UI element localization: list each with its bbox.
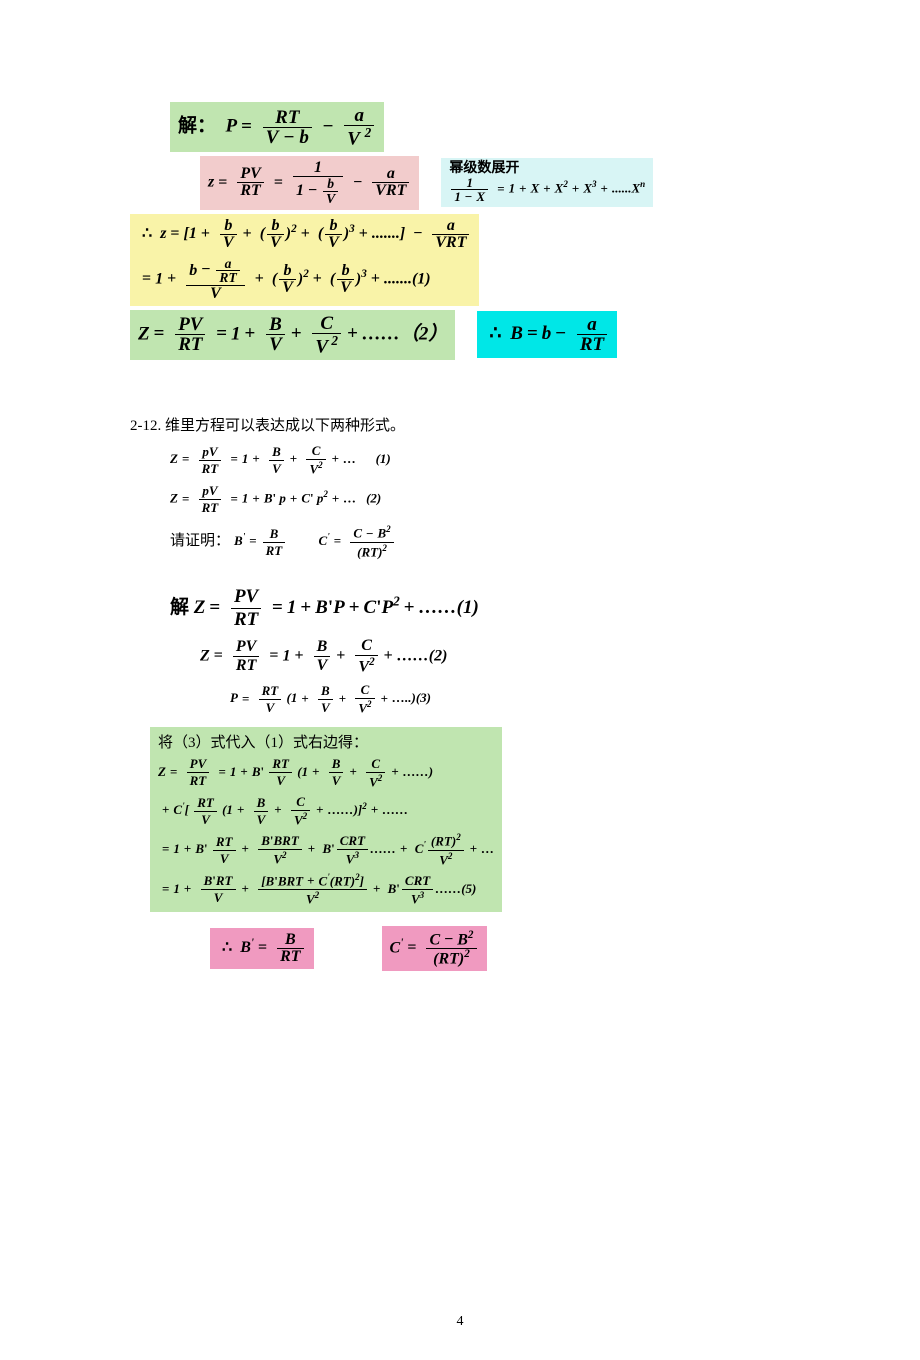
page: 解： P= RTV − b − aV 2 z= PVRT = 1 1−bV − …: [0, 0, 920, 1360]
var-P: P: [226, 116, 238, 137]
result-Cprime: C'= C−B2(RT)2: [382, 926, 487, 972]
eq-form2: Z= pVRT =1+B' p+C' p2+… (2): [170, 483, 790, 516]
problem-header: 2-12. 维里方程可以表达成以下两种形式。: [130, 414, 790, 435]
solve2-label: 解: [170, 597, 189, 618]
sol-eq2: Z= PVRT =1+ BV+ CV2+……(2): [200, 637, 790, 676]
row-z-and-series: z= PVRT = 1 1−bV − aVRT 幂级数展开 11−X =1+X+…: [200, 154, 790, 211]
row-virial-B: Z= PVRT =1+ BV+ CV 2+……（2） ∴ B=b− aRT: [130, 308, 790, 362]
power-series-title: 幂级数展开: [449, 162, 645, 176]
prove-label: 请证明：: [170, 533, 230, 549]
row-results: ∴ B'= BRT C'= C−B2(RT)2: [210, 924, 790, 974]
page-number: 4: [0, 1314, 920, 1330]
row-eq-vdw: 解： P= RTV − b − aV 2: [170, 100, 790, 154]
yellow-box: ∴ z=[1+ bV+ (bV)2+ (bV)3+.......] − aVRT…: [130, 214, 479, 306]
B-result-box: ∴ B=b− aRT: [477, 311, 617, 358]
substitute-label: 将（3）式代入（1）式右边得：: [158, 731, 494, 752]
sol-eq1: 解 Z= PVRT =1+B'P+C'P2+……(1): [170, 586, 790, 631]
power-series-box: 幂级数展开 11−X =1+X+X2+X3+......Xn: [441, 158, 653, 207]
eq-form1: Z= pVRT =1+ BV+ CV2+… (1): [170, 443, 790, 477]
sub-line1: Z= PVRT =1+B' RTV (1+ BV+ CV2+……): [158, 756, 494, 790]
solve-label: 解：: [178, 116, 216, 137]
eq-vdw-box: 解： P= RTV − b − aV 2: [170, 102, 384, 152]
sub-line3: =1+B' RTV+ B'BRTV2+ B'CRTV3……+ C'(RT)2V2…: [158, 832, 494, 868]
prove-line: 请证明： B'=BRT C'= C−B2(RT)2: [170, 524, 790, 560]
power-series-eq: 11−X =1+X+X2+X3+......Xn: [449, 176, 645, 203]
yellow-line2: =1+ b−aRTV + (bV)2+ (bV)3+.......(1): [138, 257, 471, 302]
row-yellow: ∴ z=[1+ bV+ (bV)2+ (bV)3+.......] − aVRT…: [130, 212, 790, 308]
result-Bprime: ∴ B'= BRT: [210, 928, 314, 969]
substitution-box: 将（3）式代入（1）式右边得： Z= PVRT =1+B' RTV (1+ BV…: [150, 727, 502, 912]
sub-line4: =1+ B'RTV+ [B'BRT+C'(RT)2]V2+ B'CRTV3……(…: [158, 872, 494, 908]
virial-V-box: Z= PVRT =1+ BV+ CV 2+……（2）: [130, 310, 455, 360]
yellow-line1: ∴ z=[1+ bV+ (bV)2+ (bV)3+.......] − aVRT: [138, 218, 471, 251]
tag-form1: (1): [376, 451, 391, 466]
eq-z-box: z= PVRT = 1 1−bV − aVRT: [200, 156, 419, 209]
tag-form2: (2): [366, 491, 381, 506]
sub-line2: +C'[ RTV (1+ BV+ CV2+……)]2+……: [158, 794, 494, 828]
sol-eq3: P= RTV (1+ BV+ CV2+…..)(3): [230, 682, 790, 716]
